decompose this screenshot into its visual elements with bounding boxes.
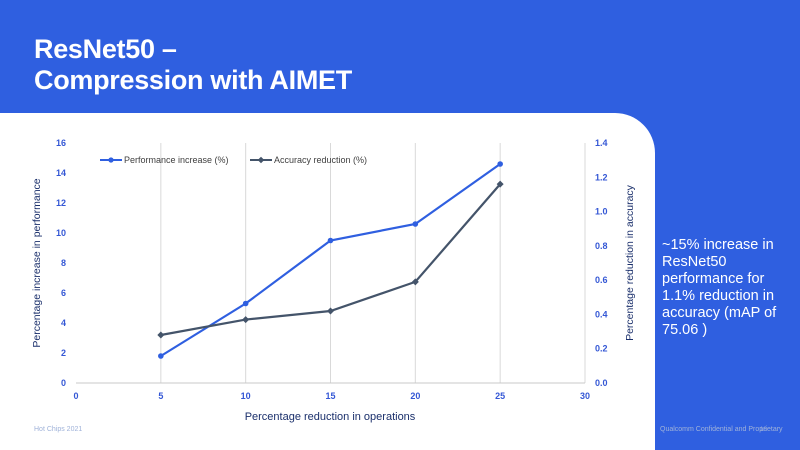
performance-data-point <box>412 221 419 227</box>
series-layer <box>157 161 504 359</box>
y-right-tick-label: 0.8 <box>595 241 608 251</box>
x-axis-title: Percentage reduction in operations <box>245 411 416 423</box>
y-axis-right-title: Percentage reduction in accuracy <box>624 184 636 341</box>
legend-accuracy-marker <box>257 156 265 164</box>
y-left-tick-label: 12 <box>56 198 66 208</box>
performance-data-point <box>497 161 503 167</box>
y-right-tick-label: 1.2 <box>595 172 608 182</box>
legend: Performance increase (%) Accuracy reduct… <box>100 155 367 165</box>
slide-title-line-2: Compression with AIMET <box>34 65 352 95</box>
accuracy-data-point <box>242 316 250 324</box>
x-tick-label: 30 <box>580 391 590 401</box>
y-left-tick-label: 16 <box>56 138 66 148</box>
legend-performance-label: Performance increase (%) <box>124 155 229 165</box>
y-right-tick-label: 1.4 <box>595 138 608 148</box>
x-tick-label: 5 <box>158 391 163 401</box>
line-chart: 0 5 10 15 20 25 30 0 2 4 6 8 10 12 14 16 0.0 0.2 0.4 0.6 0.8… <box>31 138 636 423</box>
y-right-tick-label: 0.4 <box>595 309 608 319</box>
performance-data-point <box>242 300 249 307</box>
slide-title: ResNet50 – Compression with AIMET <box>34 34 352 96</box>
footer-event: Hot Chips 2021 <box>34 426 83 433</box>
x-tick-label: 10 <box>241 391 251 401</box>
y-right-tick-label: 0.0 <box>595 378 608 388</box>
legend-accuracy-label: Accuracy reduction (%) <box>274 155 367 165</box>
key-takeaway-text: ~15% increase in ResNet50 performance fo… <box>662 237 777 338</box>
footer-confidentiality: Qualcomm Confidential and Proprietary <box>660 426 783 433</box>
page-number: 16 <box>760 427 767 433</box>
y-left-tick-label: 4 <box>61 318 66 328</box>
y-left-tick-label: 2 <box>61 348 66 358</box>
slide-title-line-1: ResNet50 – <box>34 34 177 64</box>
x-tick-label: 15 <box>325 391 335 401</box>
x-tick-label: 0 <box>73 391 78 401</box>
accuracy-data-point <box>157 331 165 339</box>
performance-data-point <box>327 237 334 244</box>
accuracy-data-point <box>327 307 334 315</box>
accuracy-data-point <box>411 278 419 286</box>
y-right-tick-label: 1.0 <box>595 207 608 217</box>
performance-data-point <box>158 353 164 359</box>
y-left-tick-label: 8 <box>61 258 66 268</box>
x-tick-label: 25 <box>495 391 505 401</box>
y-left-tick-label: 14 <box>56 168 66 178</box>
y-right-tick-label: 0.6 <box>595 275 608 285</box>
accuracy-data-point <box>496 180 504 188</box>
y-left-tick-label: 0 <box>61 378 66 388</box>
y-left-tick-label: 6 <box>61 288 66 298</box>
chart-card: 0 5 10 15 20 25 30 0 2 4 6 8 10 12 14 16 0.0 0.2 0.4 0.6 0.8… <box>0 113 655 450</box>
legend-performance-marker <box>108 157 114 163</box>
y-left-tick-label: 10 <box>56 228 66 238</box>
y-right-tick-label: 0.2 <box>595 344 608 354</box>
grid-lines <box>160 143 586 383</box>
tick-labels: 0 5 10 15 20 25 30 0 2 4 6 8 10 12 14 16 0.0 0.2 0.4 0.6 0.8… <box>56 138 608 401</box>
y-axis-left-title: Percentage increase in performance <box>31 178 43 347</box>
x-tick-label: 20 <box>410 391 420 401</box>
